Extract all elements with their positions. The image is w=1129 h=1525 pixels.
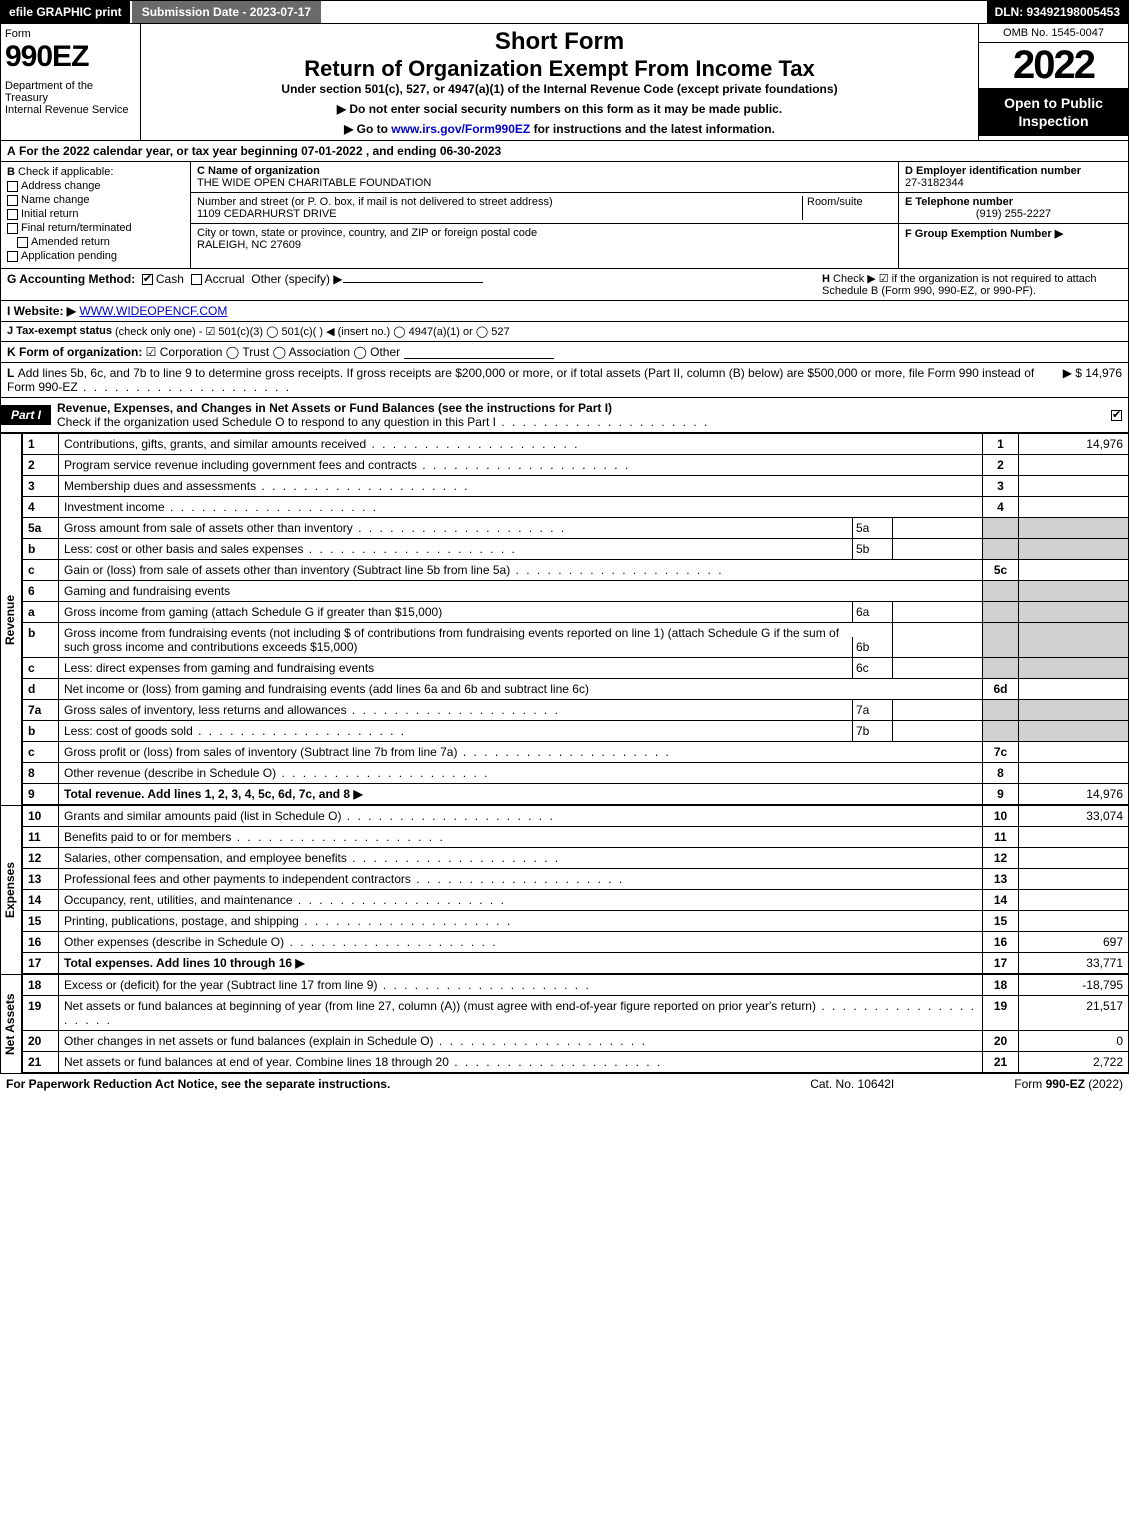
street-value: 1109 CEDARHURST DRIVE [197,208,337,220]
ssn-warning: ▶ Do not enter social security numbers o… [147,102,972,116]
table-row: 10Grants and similar amounts paid (list … [23,806,1129,827]
expenses-side-label: Expenses [0,805,22,974]
page-footer: For Paperwork Reduction Act Notice, see … [0,1073,1129,1094]
table-row: 19Net assets or fund balances at beginni… [23,996,1129,1031]
chk-pending[interactable]: Application pending [7,250,184,262]
table-row: bLess: cost or other basis and sales exp… [23,539,1129,560]
under-section: Under section 501(c), 527, or 4947(a)(1)… [147,82,972,96]
tax-year: 2022 [979,43,1128,88]
part1-label: Part I [1,405,51,425]
header-middle: Short Form Return of Organization Exempt… [141,24,978,140]
table-row: 3Membership dues and assessments3 [23,476,1129,497]
header-right: OMB No. 1545-0047 2022 Open to Public In… [978,24,1128,140]
revenue-table: 1Contributions, gifts, grants, and simil… [22,433,1129,805]
header-left: Form 990EZ Department of the Treasury In… [1,24,141,140]
table-row: 15Printing, publications, postage, and s… [23,911,1129,932]
table-row: cGross profit or (loss) from sales of in… [23,742,1129,763]
ein-label: D Employer identification number [905,165,1081,177]
table-row: 14Occupancy, rent, utilities, and mainte… [23,890,1129,911]
line-l: L Add lines 5b, 6c, and 7b to line 9 to … [0,363,1129,398]
table-row: 5aGross amount from sale of assets other… [23,518,1129,539]
chk-name[interactable]: Name change [7,194,184,206]
col-b: B Check if applicable: Address change Na… [1,162,191,268]
org-name: THE WIDE OPEN CHARITABLE FOUNDATION [197,177,431,189]
city-value: RALEIGH, NC 27609 [197,239,301,251]
table-row: 16Other expenses (describe in Schedule O… [23,932,1129,953]
gross-receipts: ▶ $ 14,976 [1063,366,1122,394]
irs-link[interactable]: www.irs.gov/Form990EZ [391,122,530,136]
submission-date: Submission Date - 2023-07-17 [130,1,321,23]
part1-sub: Check if the organization used Schedule … [57,415,496,429]
col-c: C Name of organization THE WIDE OPEN CHA… [191,162,898,268]
section-b-c-d: B Check if applicable: Address change Na… [0,162,1129,269]
table-row: bLess: cost of goods sold7b [23,721,1129,742]
revenue-side-label: Revenue [0,433,22,805]
table-row: 8Other revenue (describe in Schedule O)8 [23,763,1129,784]
form-number: 990EZ [5,40,136,74]
chk-amended[interactable]: Amended return [17,236,184,248]
netassets-side-label: Net Assets [0,974,22,1073]
paperwork-notice: For Paperwork Reduction Act Notice, see … [6,1077,810,1091]
phone-label: E Telephone number [905,196,1013,208]
short-form-title: Short Form [147,28,972,56]
top-bar: efile GRAPHIC print Submission Date - 20… [0,0,1129,24]
cat-no: Cat. No. 10642I [810,1077,894,1091]
line-j: J Tax-exempt status (check only one) - ☑… [0,322,1129,342]
chk-cash[interactable] [142,274,153,285]
chk-schedule-o[interactable] [1111,410,1122,421]
phone-value: (919) 255-2227 [905,208,1122,220]
form-ref: Form 990-EZ (2022) [1014,1077,1123,1091]
table-row: 4Investment income4 [23,497,1129,518]
group-exemption: F Group Exemption Number ▶ [905,228,1063,240]
table-row: 6Gaming and fundraising events [23,581,1129,602]
city-label: City or town, state or province, country… [197,227,537,239]
col-d-e-f: D Employer identification number27-31823… [898,162,1128,268]
table-row: 20Other changes in net assets or fund ba… [23,1031,1129,1052]
netassets-table: 18Excess or (deficit) for the year (Subt… [22,974,1129,1073]
expenses-table: 10Grants and similar amounts paid (list … [22,805,1129,974]
form-header: Form 990EZ Department of the Treasury In… [0,24,1129,141]
table-row: aGross income from gaming (attach Schedu… [23,602,1129,623]
org-name-label: C Name of organization [197,165,320,177]
goto-link: ▶ Go to www.irs.gov/Form990EZ for instru… [147,122,972,136]
table-row: dNet income or (loss) from gaming and fu… [23,679,1129,700]
dept-label: Department of the Treasury Internal Reve… [5,80,136,116]
street-label: Number and street (or P. O. box, if mail… [197,196,553,208]
line-i: I Website: ▶ WWW.WIDEOPENCF.COM [0,301,1129,322]
table-row: 17Total expenses. Add lines 10 through 1… [23,953,1129,974]
line-k: K Form of organization: ☑ Corporation ◯ … [0,342,1129,363]
room-label: Room/suite [807,196,863,208]
chk-address[interactable]: Address change [7,180,184,192]
table-row: 12Salaries, other compensation, and empl… [23,848,1129,869]
website-link[interactable]: WWW.WIDEOPENCF.COM [79,304,227,318]
table-row: 2Program service revenue including gover… [23,455,1129,476]
return-title: Return of Organization Exempt From Incom… [147,56,972,82]
table-row: cGain or (loss) from sale of assets othe… [23,560,1129,581]
table-row: 9Total revenue. Add lines 1, 2, 3, 4, 5c… [23,784,1129,805]
schedule-b-note: Check ▶ ☑ if the organization is not req… [822,273,1097,297]
chk-final[interactable]: Final return/terminated [7,222,184,234]
table-row: cLess: direct expenses from gaming and f… [23,658,1129,679]
form-word: Form [5,28,136,40]
open-inspection: Open to Public Inspection [979,88,1128,136]
line-a: A For the 2022 calendar year, or tax yea… [0,141,1129,162]
part1-heading: Revenue, Expenses, and Changes in Net As… [57,401,612,415]
part1-header: Part I Revenue, Expenses, and Changes in… [0,398,1129,433]
table-row: 11Benefits paid to or for members11 [23,827,1129,848]
table-row: 13Professional fees and other payments t… [23,869,1129,890]
table-row: 21Net assets or fund balances at end of … [23,1052,1129,1073]
line-g-h: G Accounting Method: Cash Accrual Other … [0,269,1129,301]
table-row: bGross income from fundraising events (n… [23,623,1129,658]
chk-initial[interactable]: Initial return [7,208,184,220]
chk-accrual[interactable] [191,274,202,285]
ein-value: 27-3182344 [905,177,964,189]
table-row: 7aGross sales of inventory, less returns… [23,700,1129,721]
table-row: 1Contributions, gifts, grants, and simil… [23,434,1129,455]
table-row: 18Excess or (deficit) for the year (Subt… [23,975,1129,996]
efile-label[interactable]: efile GRAPHIC print [1,1,130,23]
dln-label: DLN: 93492198005453 [987,1,1128,23]
omb-number: OMB No. 1545-0047 [979,24,1128,43]
